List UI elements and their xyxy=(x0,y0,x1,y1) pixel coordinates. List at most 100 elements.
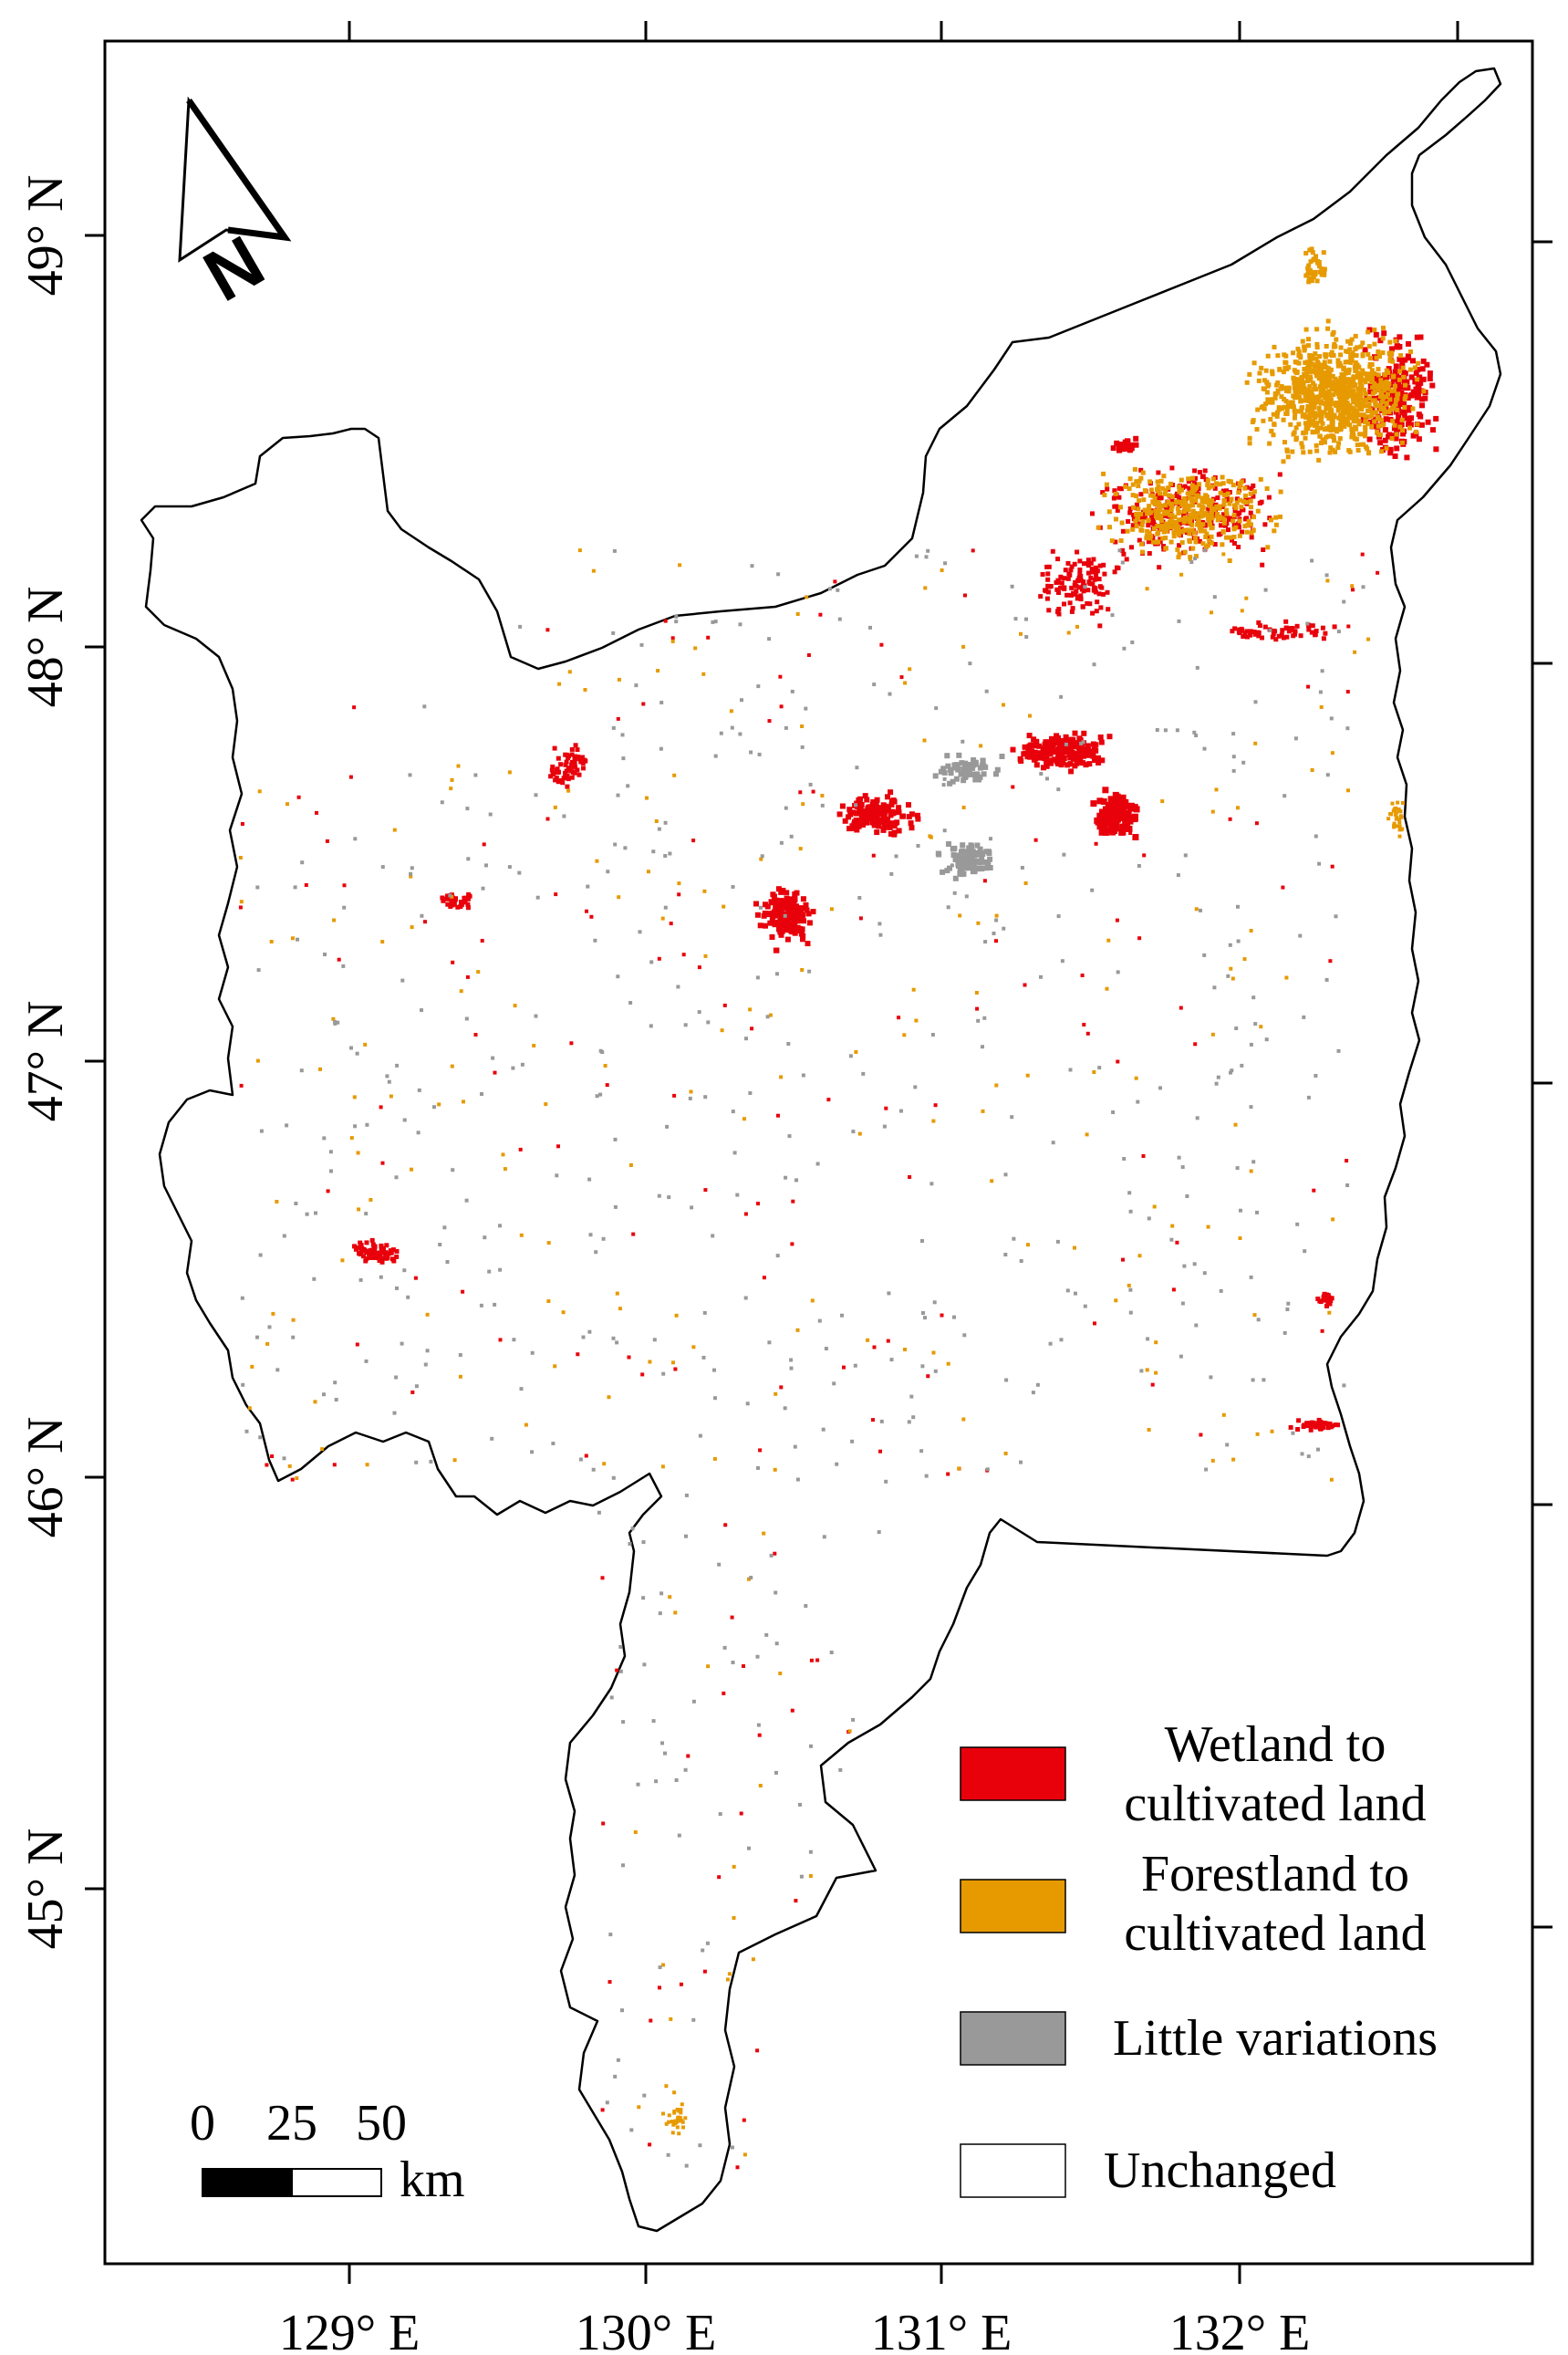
change-pixel xyxy=(358,1277,363,1282)
change-pixel xyxy=(1231,732,1236,736)
change-pixel xyxy=(1255,1432,1260,1436)
change-pixel xyxy=(1204,544,1209,549)
change-pixel xyxy=(677,881,681,886)
change-pixel xyxy=(1134,494,1138,498)
change-pixel xyxy=(1272,395,1278,401)
change-pixel xyxy=(364,1359,369,1363)
change-pixel xyxy=(800,896,806,902)
change-pixel xyxy=(902,1033,907,1037)
change-pixel xyxy=(641,702,646,706)
change-pixel xyxy=(672,1093,677,1098)
change-pixel xyxy=(1264,390,1270,395)
change-pixel xyxy=(961,644,966,649)
change-pixel xyxy=(756,684,761,689)
change-pixel xyxy=(1116,803,1123,810)
change-pixel xyxy=(511,1066,515,1070)
change-pixel xyxy=(1024,754,1031,760)
change-pixel xyxy=(1004,1378,1009,1382)
change-pixel xyxy=(789,1358,794,1362)
change-pixel xyxy=(1193,536,1199,541)
change-pixel xyxy=(871,853,876,858)
change-pixel xyxy=(729,709,733,714)
change-pixel xyxy=(1033,742,1039,748)
change-pixel xyxy=(1044,589,1049,594)
change-pixel xyxy=(323,953,327,956)
change-pixel xyxy=(379,1247,385,1252)
change-pixel xyxy=(1198,528,1203,534)
change-pixel xyxy=(1146,523,1151,528)
change-pixel xyxy=(1179,572,1184,577)
change-pixel xyxy=(1177,619,1181,623)
change-pixel xyxy=(1397,356,1403,362)
change-pixel xyxy=(775,1254,780,1258)
change-pixel xyxy=(864,809,870,816)
change-pixel xyxy=(1341,373,1346,379)
change-pixel xyxy=(1313,429,1318,434)
change-pixel xyxy=(667,2120,671,2124)
change-pixel xyxy=(1295,386,1301,391)
change-pixel xyxy=(1397,369,1403,374)
change-pixel xyxy=(1303,426,1309,432)
change-pixel xyxy=(1251,1160,1256,1164)
change-pixel xyxy=(1155,509,1160,515)
change-pixel xyxy=(1331,353,1336,358)
change-pixel xyxy=(778,674,783,679)
change-pixel xyxy=(1281,885,1285,890)
change-pixel xyxy=(1118,486,1124,492)
change-pixel xyxy=(930,1033,935,1037)
change-pixel xyxy=(348,775,353,779)
change-pixel xyxy=(804,907,810,913)
change-pixel xyxy=(938,768,944,775)
change-pixel xyxy=(1305,404,1311,409)
change-pixel xyxy=(1051,749,1057,755)
change-pixel xyxy=(652,1338,657,1342)
change-pixel xyxy=(1085,1031,1090,1036)
change-pixel xyxy=(1105,986,1109,991)
change-pixel xyxy=(970,856,976,861)
change-pixel xyxy=(1332,438,1337,443)
change-pixel xyxy=(1345,339,1351,344)
change-pixel xyxy=(1292,380,1297,386)
change-pixel xyxy=(1116,495,1122,500)
change-pixel xyxy=(1370,385,1376,391)
change-pixel xyxy=(1328,425,1334,431)
change-pixel xyxy=(1318,1299,1324,1305)
change-pixel xyxy=(1397,818,1401,822)
change-pixel xyxy=(1266,495,1272,500)
change-pixel xyxy=(832,1381,836,1386)
change-pixel xyxy=(1120,547,1126,553)
change-pixel xyxy=(601,1236,606,1241)
change-pixel xyxy=(1328,428,1334,433)
change-pixel xyxy=(1251,483,1256,488)
change-pixel xyxy=(1010,746,1016,753)
change-pixel xyxy=(400,978,405,983)
change-pixel xyxy=(1288,1424,1293,1430)
change-pixel xyxy=(1199,508,1204,514)
change-pixel xyxy=(1177,1155,1181,1160)
change-pixel xyxy=(1231,513,1237,518)
change-pixel xyxy=(1167,493,1172,498)
change-pixel xyxy=(1283,619,1289,624)
change-pixel xyxy=(258,1253,263,1257)
change-pixel xyxy=(1404,379,1410,385)
change-pixel xyxy=(877,922,882,926)
change-pixel xyxy=(1236,490,1241,495)
change-pixel xyxy=(933,1369,938,1373)
change-pixel xyxy=(975,1006,980,1011)
change-pixel xyxy=(1314,1424,1319,1430)
change-pixel xyxy=(1184,504,1189,509)
change-pixel xyxy=(1333,376,1338,381)
change-pixel xyxy=(1244,629,1250,634)
change-pixel xyxy=(795,1477,800,1482)
change-pixel xyxy=(1137,864,1141,868)
change-pixel xyxy=(410,1390,415,1394)
change-pixel xyxy=(1251,1378,1255,1382)
change-pixel xyxy=(1002,703,1005,707)
change-pixel xyxy=(1355,345,1360,350)
change-pixel xyxy=(786,1042,791,1046)
change-pixel xyxy=(1316,264,1322,269)
change-pixel xyxy=(980,851,986,857)
change-pixel xyxy=(1291,1431,1295,1435)
change-pixel xyxy=(1415,422,1420,427)
change-pixel xyxy=(1372,328,1377,332)
